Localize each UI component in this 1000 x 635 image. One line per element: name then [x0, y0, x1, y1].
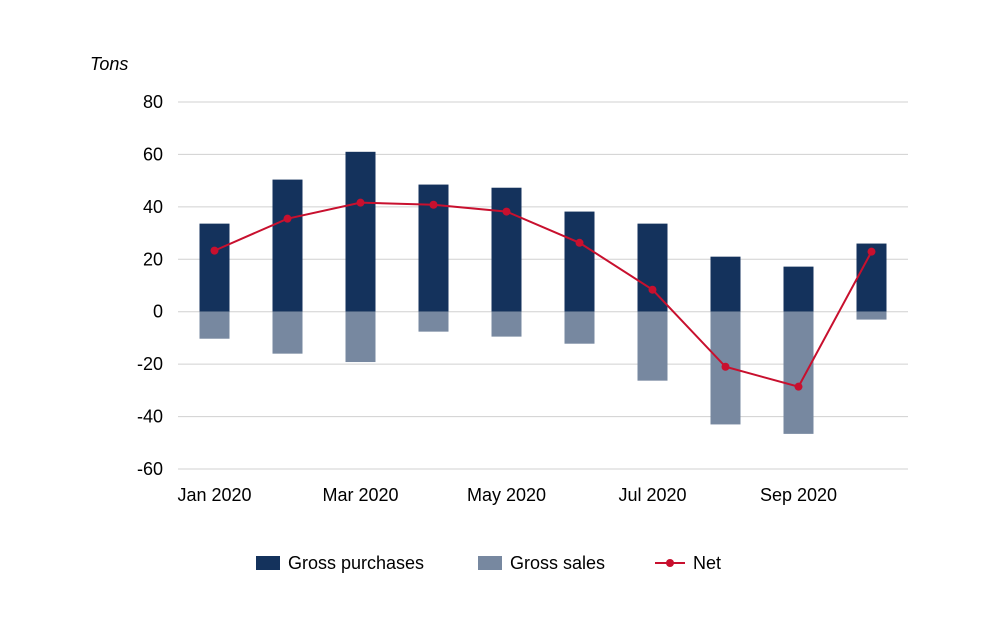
- bar-gross-sales: [345, 311, 376, 363]
- bar-gross-sales: [564, 311, 595, 344]
- bar-gross-sales: [637, 311, 668, 381]
- y-tick-label: -20: [137, 354, 163, 374]
- y-tick-label: 80: [143, 92, 163, 112]
- net-point: [867, 247, 876, 256]
- net-point: [429, 200, 438, 209]
- y-tick-label: 20: [143, 249, 163, 269]
- y-tick-label: 0: [153, 302, 163, 322]
- bar-gross-purchases: [491, 187, 522, 312]
- net-point: [575, 238, 584, 247]
- bar-gross-purchases: [637, 223, 668, 312]
- legend-swatch: [478, 556, 502, 570]
- y-axis-label: Tons: [90, 54, 128, 74]
- net-line-path: [214, 201, 873, 388]
- bar-gross-purchases: [272, 179, 303, 312]
- bar-gross-sales: [272, 311, 303, 354]
- legend-label: Gross purchases: [288, 553, 424, 573]
- x-tick-labels: Jan 2020 Mar 2020 May 2020 Jul 2020 Sep 2020: [177, 485, 837, 505]
- y-tick-label: 60: [143, 144, 163, 164]
- bar-gross-purchases: [710, 256, 741, 312]
- bar-gross-sales: [856, 311, 887, 320]
- net-line: [210, 198, 876, 391]
- net-point: [283, 214, 292, 223]
- bar-gross-sales: [783, 311, 814, 434]
- bar-gross-purchases: [783, 266, 814, 312]
- net-point: [794, 382, 803, 391]
- net-point: [502, 207, 511, 216]
- x-tick-label: Jan 2020: [177, 485, 251, 505]
- bar-gross-sales: [199, 311, 230, 339]
- bar-gross-sales: [491, 311, 522, 337]
- y-tick-label: 40: [143, 197, 163, 217]
- x-tick-label: Sep 2020: [760, 485, 837, 505]
- x-tick-label: Mar 2020: [322, 485, 398, 505]
- y-tick-label: -60: [137, 459, 163, 479]
- net-point: [356, 198, 365, 207]
- x-tick-label: Jul 2020: [618, 485, 686, 505]
- net-point: [210, 246, 219, 255]
- bar-gross-purchases: [564, 211, 595, 312]
- bar-gross-sales: [418, 311, 449, 332]
- legend-marker: [666, 559, 674, 567]
- x-tick-label: May 2020: [467, 485, 546, 505]
- y-tick-labels: 80 60 40 20 0 -20 -40 -60: [137, 92, 163, 479]
- legend: Gross purchases Gross sales Net: [256, 553, 721, 573]
- bar-gross-purchases: [199, 223, 230, 312]
- legend-label: Gross sales: [510, 553, 605, 573]
- y-tick-label: -40: [137, 407, 163, 427]
- net-point: [721, 362, 730, 371]
- bars: [199, 151, 887, 434]
- net-point: [648, 285, 657, 294]
- bar-gross-purchases: [345, 151, 376, 312]
- legend-swatch: [256, 556, 280, 570]
- legend-label: Net: [693, 553, 721, 573]
